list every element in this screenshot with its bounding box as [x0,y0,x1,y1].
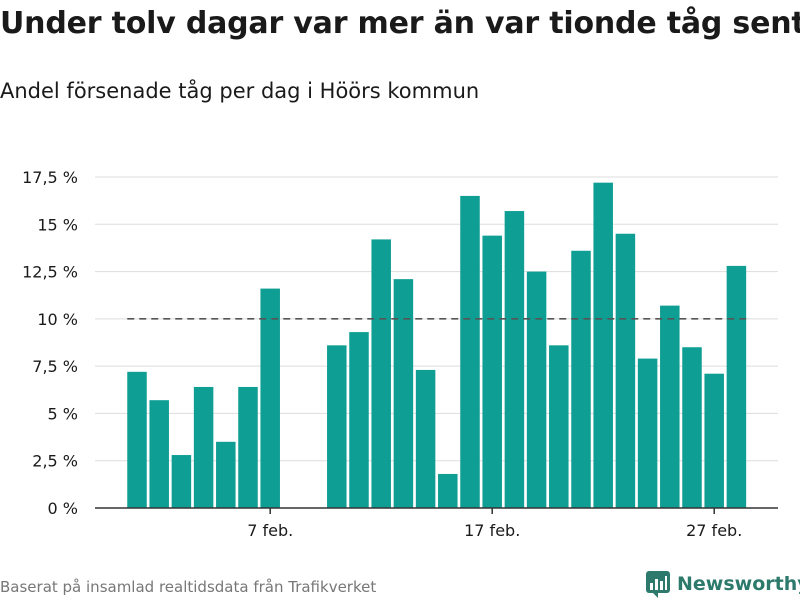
newsworthy-logo-icon [646,571,670,598]
bar [460,195,480,508]
bar [571,250,591,508]
bar [171,455,192,508]
bar [238,386,258,508]
y-tick-label: 7,5 % [32,357,78,376]
y-tick-label: 0 % [48,499,78,518]
y-tick-label: 15 % [37,215,78,234]
bar [193,386,214,508]
bar [327,345,347,508]
y-tick-label: 2,5 % [32,452,78,471]
y-tick-label: 12,5 % [22,263,78,282]
bar [371,239,391,508]
bar [482,235,502,509]
bar [637,358,658,508]
bar [615,233,636,508]
bar [704,373,724,508]
bar [149,400,169,508]
y-tick-label: 10 % [37,310,78,329]
x-tick-label: 27 feb. [686,521,742,540]
axes: 0 % 2,5 % 5 % 7,5 % 10 % 12,5 % 15 % 17,5 % 7 fe… [22,168,778,540]
chart-title: Under tolv dagar var mer än var tionde t… [0,6,800,41]
y-tick-label: 17,5 % [22,168,78,187]
bar [438,473,458,508]
bar [127,371,147,508]
source-note: Baserat på insamlad realtidsdata från Tr… [0,578,377,596]
bar [682,347,702,508]
x-tick-label: 7 feb. [247,521,293,540]
y-tick-label: 5 % [48,404,78,423]
brand-logo: Newsworthy [645,569,800,599]
bar [549,345,569,508]
chart-subtitle: Andel försenade tåg per dag i Höörs komm… [0,79,480,103]
bar [660,305,680,508]
bars [127,182,747,509]
bar [504,211,525,508]
bar [593,182,613,508]
x-tick-label: 17 feb. [464,521,520,540]
bar [349,332,369,508]
bar [216,441,236,508]
bar [393,279,414,508]
brand-name: Newsworthy [677,573,800,595]
bar [726,265,747,508]
bar [526,271,547,508]
bar [415,369,436,508]
bar [260,288,280,508]
